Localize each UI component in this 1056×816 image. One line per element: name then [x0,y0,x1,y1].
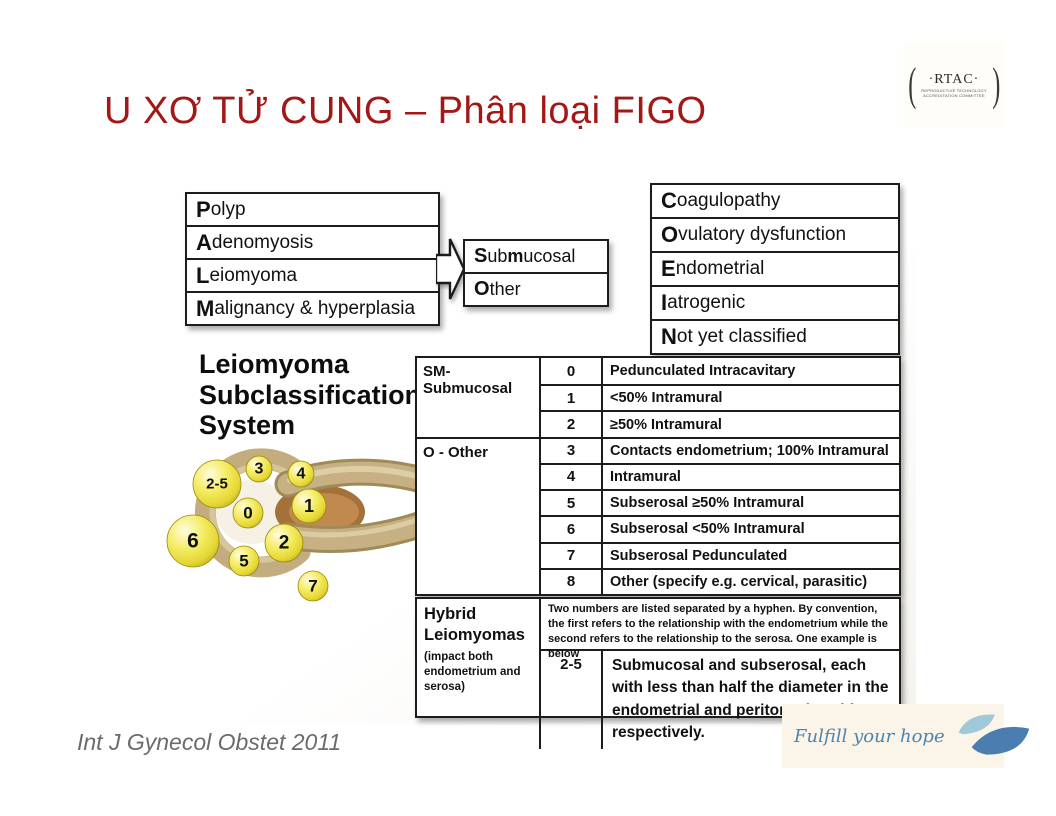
hybrid-table: Hybrid Leiomyomas (impact both endometri… [415,597,901,749]
uterus-figure: 2-5 3 4 0 1 6 5 2 7 [166,448,442,602]
slide-title: U XƠ TỬ CUNG – Phân loại FIGO [104,90,707,132]
description-cell: Contacts endometrium; 100% Intramural [603,436,899,463]
hybrid-label-subtext: (impact both endometrium and serosa) [424,650,521,693]
description-cell: Subserosal ≥50% Intramural [603,489,899,515]
rtac-logo: ( ·RTAC· REPRODUCTIVE TECHNOLOGY ACCREDI… [903,42,1005,128]
fibroid-ball [232,497,264,529]
category-cell: O - Other [417,436,541,594]
fibroid-ball-label: 6 [187,530,199,553]
rtac-small-text-line1: REPRODUCTIVE TECHNOLOGY [921,87,987,93]
fibroid-ball-label: 5 [239,552,248,571]
fibroid-ball [297,570,329,602]
hybrid-example-number: 2-5 [541,651,603,749]
description-cell: Other (specify e.g. cervical, parasitic) [603,567,899,594]
fibroid-ball [166,514,220,568]
fibroid-ball [291,488,327,524]
fibroid-ball-label: 4 [297,466,306,483]
heading-line: Leiomyoma [199,349,350,379]
hybrid-label-title: Leiomyomas [424,626,525,645]
fibroid-ball [264,523,304,563]
clinic-slogan: Fulfill your hope [794,725,945,747]
number-cell: 3 [541,436,603,463]
fibroid-ball-label: 2 [279,533,290,554]
fibroid-ball [228,545,260,577]
description-cell: Pedunculated Intracavitary [610,363,796,380]
classification-table: SM- Submucosal O - Other 0 Pedunculated Int… [415,356,901,596]
description-cell: Subserosal <50% Intramural [603,515,899,541]
number-cell: 5 [541,489,603,516]
rtac-acronym: ·RTAC· [928,71,980,87]
hybrid-note: Two numbers are listed separated by a hy… [541,599,899,660]
number-cell: 2 [541,410,603,437]
fibroid-balls-group: 2-5 3 4 0 1 6 5 2 7 [166,455,329,602]
rtac-paren-left-icon: ( [907,58,916,111]
description-cell: <50% Intramural [603,384,899,410]
fibroid-ball [192,459,242,509]
rtac-paren-right-icon: ) [992,58,1001,111]
heading-line: System [199,410,296,440]
flow-arrow-icon [436,238,466,300]
description-cell: ≥50% Intramural [603,410,899,436]
fibroid-ball [245,455,273,483]
leaf-logo-icon [958,714,1029,755]
heading-line: Subclassification [199,379,422,410]
fibroid-ball-label: 2-5 [206,476,228,493]
description-cell: Subserosal Pedunculated [603,541,899,568]
hybrid-label-cell: Hybrid Leiomyomas (impact both endometri… [417,599,541,749]
number-cell: 4 [541,462,603,490]
number-cell: 6 [541,515,603,542]
fibroid-ball-label: 7 [308,577,317,596]
fibroid-ball-label: 3 [255,461,264,478]
fibroid-ball-label: 0 [243,504,252,523]
number-cell: 0 [541,358,603,385]
clinic-logo: Fulfill your hope [782,704,1029,768]
category-cell: SM- Submucosal [417,358,541,437]
hybrid-label-title: Hybrid [424,605,477,623]
number-cell: 8 [541,567,603,594]
rtac-small-text-line2: ACCREDITATION COMMITTEE [923,93,985,98]
number-cell: 1 [541,384,603,411]
subclassification-heading: Leiomyoma Subclassification System [199,349,421,441]
citation-text: Int J Gynecol Obstet 2011 [77,729,342,755]
fibroid-ball [287,460,315,488]
rtac-logo-center: ·RTAC· REPRODUCTIVE TECHNOLOGY ACCREDITA… [921,72,986,98]
fibroid-ball-label: 1 [304,496,314,516]
description-cell: Intramural [603,462,899,489]
number-cell: 7 [541,541,603,568]
